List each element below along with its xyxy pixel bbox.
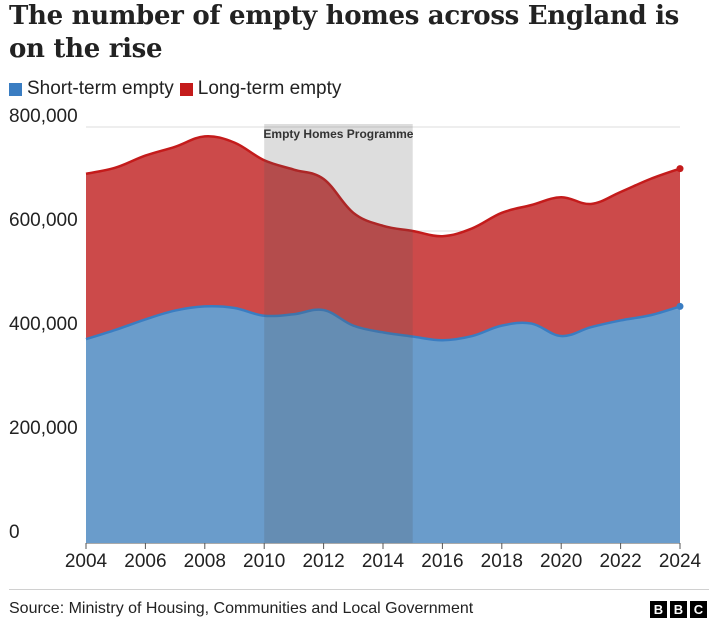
y-tick-label: 0 bbox=[9, 522, 20, 543]
area-chart: 0 200,000 400,000 600,000 800,000 Empty Homes… bbox=[9, 106, 702, 572]
bbc-logo-b2: B bbox=[670, 601, 687, 618]
x-tick-label: 2020 bbox=[540, 551, 582, 572]
bbc-logo: B B C bbox=[647, 601, 707, 618]
annotation-shaded-range bbox=[264, 124, 413, 543]
y-tick-label: 400,000 bbox=[9, 314, 78, 335]
x-tick-label: 2022 bbox=[599, 551, 641, 572]
chart-title: The number of empty homes across England… bbox=[9, 1, 680, 64]
end-marker-long_term bbox=[676, 165, 684, 173]
source-divider bbox=[9, 589, 709, 590]
bbc-logo-c: C bbox=[690, 601, 707, 618]
bbc-logo-b1: B bbox=[650, 601, 667, 618]
annotation-label: Empty Homes Programme bbox=[263, 127, 413, 141]
x-tick-label: 2004 bbox=[65, 551, 108, 572]
x-tick-label: 2016 bbox=[421, 551, 463, 572]
end-marker-short_term bbox=[676, 302, 684, 310]
y-tick-label: 600,000 bbox=[9, 210, 78, 231]
x-tick-label: 2018 bbox=[481, 551, 523, 572]
legend-swatch-long-term bbox=[179, 82, 193, 96]
legend-label-short-term: Short-term empty bbox=[27, 78, 174, 99]
source-note: Source: Ministry of Housing, Communities… bbox=[9, 600, 474, 617]
legend-label-long-term: Long-term empty bbox=[197, 78, 342, 99]
area-short_term bbox=[86, 306, 680, 543]
legend-swatch-short-term bbox=[9, 82, 22, 96]
legend-item-short-term: Short-term empty bbox=[9, 78, 174, 100]
x-tick-label: 2014 bbox=[362, 551, 405, 572]
x-tick-label: 2024 bbox=[659, 551, 702, 572]
x-tick-label: 2010 bbox=[243, 551, 285, 572]
line-short_term bbox=[85, 304, 681, 342]
legend: Short-term empty Long-term empty bbox=[9, 78, 347, 100]
x-tick-label: 2006 bbox=[124, 551, 166, 572]
line-long_term bbox=[85, 134, 681, 238]
y-tick-label: 800,000 bbox=[9, 106, 78, 127]
x-tick-label: 2012 bbox=[302, 551, 344, 572]
legend-item-long-term: Long-term empty bbox=[179, 78, 342, 100]
y-tick-label: 200,000 bbox=[9, 418, 78, 439]
x-tick-label: 2008 bbox=[184, 551, 226, 572]
